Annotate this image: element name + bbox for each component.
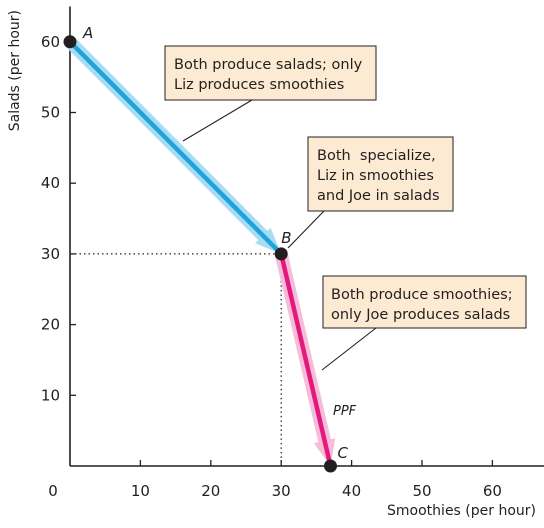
- point-c-marker: [323, 459, 337, 473]
- annotation-1-leader-line: [182, 99, 253, 142]
- x-tick-label: 40: [342, 482, 361, 500]
- y-tick-label: 30: [41, 245, 60, 263]
- y-tick-label: 40: [41, 174, 60, 192]
- point-a-label: A: [82, 24, 93, 42]
- annotation-1-line-2: Liz produces smoothies: [174, 77, 344, 93]
- x-tick-label: 20: [201, 482, 220, 500]
- annotation-2-line-1: Both specialize,: [317, 148, 436, 164]
- y-tick-label: 10: [41, 386, 60, 404]
- axes: [69, 6, 544, 467]
- annotation-2-box: [307, 136, 454, 212]
- x-tick-label: 10: [131, 482, 150, 500]
- x-tick-label: 0: [48, 482, 58, 500]
- ppf-series: [65, 37, 336, 469]
- series-1-line: [67, 39, 284, 257]
- annotation-2-line-2: Liz in smoothies: [317, 168, 434, 184]
- x-tick-labels: 0 10 20 30 40 50 60: [48, 460, 502, 500]
- ppf-curve-label: PPF: [333, 404, 357, 419]
- point-b-label: B: [281, 229, 291, 247]
- annotation-3-line-2: only Joe produces salads: [331, 307, 510, 323]
- annotations: Both produce salads; only Liz produces sm…: [164, 45, 527, 329]
- annotation-1-box: [164, 45, 377, 101]
- x-tick-label: 60: [483, 482, 502, 500]
- y-tick-labels: 10 20 30 40 50 60: [41, 33, 76, 404]
- point-a-marker: [63, 35, 77, 49]
- annotation-3-box: [322, 275, 527, 329]
- y-axis-title: Salads (per hour): [7, 10, 23, 131]
- x-tick-label: 30: [272, 482, 291, 500]
- annotation-leader-lines: [182, 99, 377, 371]
- points: A B C: [63, 24, 348, 473]
- annotation-2-line-3: and Joe in salads: [317, 188, 440, 204]
- x-axis-title: Smoothies (per hour): [387, 503, 536, 519]
- series-2-line: [278, 251, 333, 469]
- point-b-marker: [274, 247, 288, 261]
- reference-lines: [75, 253, 282, 466]
- x-tick-label: 50: [412, 482, 431, 500]
- y-tick-label: 50: [41, 104, 60, 122]
- annotation-3-leader-line: [321, 327, 377, 371]
- point-c-label: C: [337, 444, 348, 462]
- annotation-2-leader-line: [287, 210, 325, 249]
- annotation-3-line-1: Both produce smoothies;: [331, 287, 513, 303]
- annotation-1-line-1: Both produce salads; only: [174, 57, 363, 73]
- y-tick-label: 20: [41, 316, 60, 334]
- y-tick-label: 60: [41, 33, 60, 51]
